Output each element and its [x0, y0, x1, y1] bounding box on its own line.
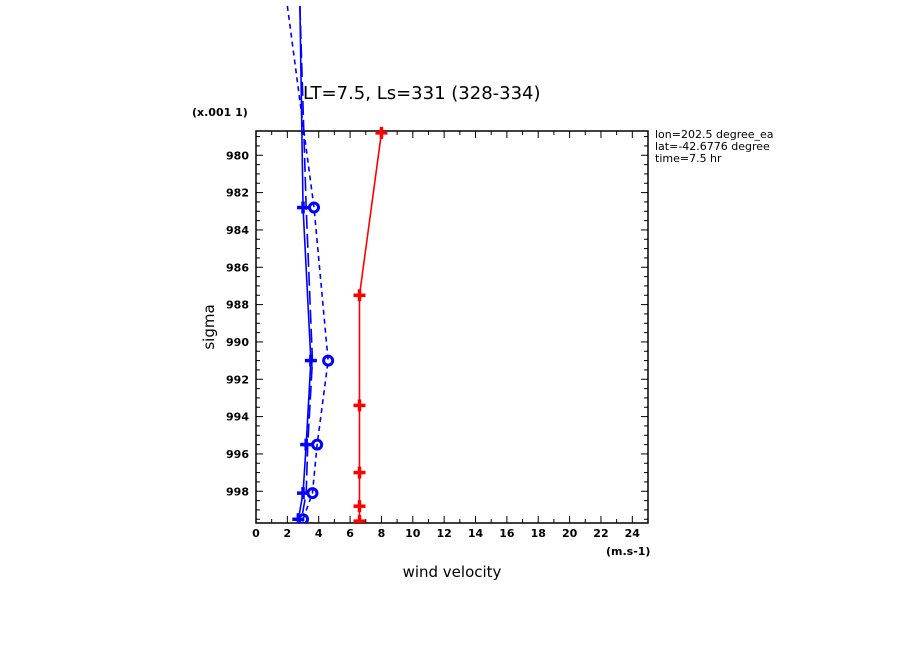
- x-tick-label: 16: [499, 527, 515, 540]
- data-point-circle: [322, 354, 335, 367]
- data-point-circle: [311, 438, 324, 451]
- x-tick-label: 6: [346, 527, 354, 540]
- data-point-circle: [306, 487, 319, 500]
- y-axis: 980 982 984 986 988 990 992 994 996 998: [226, 136, 648, 520]
- y-tick-label: 998: [226, 485, 249, 498]
- y-tick-label: 994: [226, 411, 249, 424]
- data-point-plus: [353, 399, 366, 412]
- x-tick-label: 24: [625, 527, 641, 540]
- info-line: time=7.5 hr: [655, 152, 722, 165]
- x-tick-label: 14: [468, 527, 484, 540]
- x-tick-label: 22: [593, 527, 608, 540]
- info-line: lat=-42.6776 degree: [655, 140, 770, 153]
- x-tick-label: 10: [405, 527, 421, 540]
- data-point-plus: [353, 466, 366, 479]
- y-tick-label: 986: [226, 261, 249, 274]
- series-group: [286, 5, 388, 523]
- data-point-plus: [353, 515, 366, 523]
- data-point-plus: [300, 438, 313, 451]
- data-point-plus: [297, 201, 310, 214]
- chart-title: LT=7.5, Ls=331 (328-334): [303, 83, 541, 104]
- y-scale-note: (x.001 1): [192, 106, 248, 119]
- x-axis-label: wind velocity: [403, 563, 502, 581]
- info-line: lon=202.5 degree_ea: [655, 128, 774, 141]
- x-tick-label: 0: [252, 527, 260, 540]
- y-tick-label: 988: [226, 299, 249, 312]
- x-unit-label: (m.s-1): [606, 545, 650, 558]
- data-point-plus: [304, 354, 317, 367]
- x-tick-label: 12: [437, 527, 452, 540]
- series-line: [358, 132, 383, 522]
- data-point-circle: [308, 201, 321, 214]
- data-point-circle: [297, 513, 310, 523]
- y-tick-label: 996: [226, 448, 249, 461]
- y-tick-label: 992: [226, 373, 249, 386]
- y-tick-label: 990: [226, 336, 249, 349]
- x-axis: 0 2 4 6 8 10 12 14 16 18 20 22 24: [252, 131, 649, 540]
- y-tick-label: 984: [226, 224, 249, 237]
- x-tick-label: 4: [315, 527, 323, 540]
- y-tick-label: 980: [226, 149, 249, 162]
- data-point-plus: [375, 126, 388, 139]
- x-tick-label: 2: [284, 527, 292, 540]
- y-axis-label: sigma: [200, 304, 218, 349]
- data-point-plus: [353, 500, 366, 513]
- x-tick-label: 18: [531, 527, 546, 540]
- y-tick-label: 982: [226, 187, 249, 200]
- plot-frame: [255, 130, 649, 524]
- x-tick-label: 20: [562, 527, 578, 540]
- x-tick-label: 8: [378, 527, 386, 540]
- data-point-plus: [353, 289, 366, 302]
